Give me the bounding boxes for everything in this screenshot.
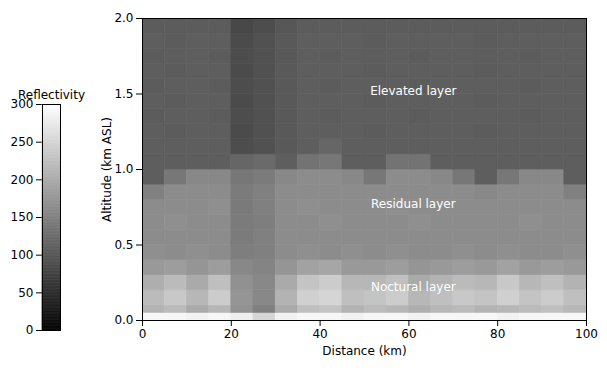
svg-text:100: 100 [575,327,598,341]
svg-text:300: 300 [10,97,34,112]
svg-text:60: 60 [401,327,416,341]
svg-text:0.0: 0.0 [114,313,133,327]
svg-text:1.5: 1.5 [114,87,133,101]
svg-text:250: 250 [11,135,34,149]
svg-text:150: 150 [11,210,34,224]
svg-text:2.0: 2.0 [114,11,133,25]
svg-text:0: 0 [139,327,147,341]
svg-text:Residual layer: Residual layer [371,197,456,211]
svg-text:Reflectivity: Reflectivity [18,88,85,102]
svg-text:20: 20 [224,327,239,341]
svg-text:Distance (km): Distance (km) [322,344,406,358]
svg-text:50: 50 [18,286,33,300]
svg-text:100: 100 [11,248,34,262]
svg-text:200: 200 [11,173,34,187]
svg-text:1.0: 1.0 [114,162,133,176]
svg-text:0.5: 0.5 [114,238,133,252]
svg-text:Elevated layer: Elevated layer [370,84,456,98]
svg-text:Noctural layer: Noctural layer [371,280,456,294]
svg-text:Altitude (km ASL): Altitude (km ASL) [100,117,114,222]
svg-text:80: 80 [490,327,505,341]
svg-text:40: 40 [312,327,327,341]
svg-text:0: 0 [26,323,34,337]
